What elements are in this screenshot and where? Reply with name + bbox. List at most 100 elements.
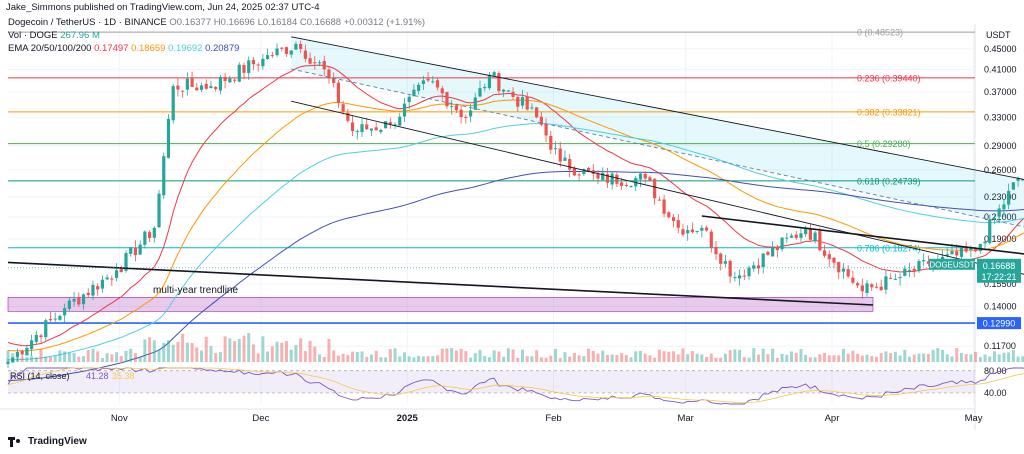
candle-body <box>199 85 204 90</box>
volume-bar <box>577 355 581 362</box>
volume-bar <box>719 357 723 362</box>
candle-body <box>747 267 751 277</box>
candle-body <box>563 157 567 161</box>
volume-bar <box>1016 356 1020 362</box>
volume-bar <box>634 351 638 362</box>
candle-body <box>468 110 473 117</box>
volume-bar <box>941 349 945 362</box>
candle-body <box>393 124 397 126</box>
candle-body <box>459 109 463 118</box>
volume-bar <box>964 354 968 362</box>
volume-bar <box>601 350 605 362</box>
volume-bar <box>53 355 57 362</box>
symbol-title[interactable]: Dogecoin / TetherUS · 1D · BINANCE <box>8 17 167 28</box>
volume-bar <box>313 346 317 362</box>
candle-body <box>91 284 95 296</box>
volume-bar <box>893 351 897 362</box>
candle-body <box>506 90 510 92</box>
volume-bar <box>105 353 109 362</box>
candle-body <box>837 262 841 273</box>
candle-body <box>577 174 581 176</box>
candle-body <box>752 265 756 269</box>
candle-body <box>77 297 81 305</box>
volume-bar <box>931 349 935 362</box>
volume-bar <box>237 338 241 362</box>
candle-body <box>516 96 520 107</box>
volume-bar <box>322 356 326 362</box>
volume-bar <box>572 353 576 362</box>
volume-bar <box>275 341 279 362</box>
candle-body <box>299 43 303 49</box>
candle-body <box>15 351 20 357</box>
candle-body <box>643 173 647 179</box>
candle-body <box>1021 179 1024 181</box>
volume-bar <box>1007 352 1011 362</box>
volume-bar <box>511 349 515 362</box>
volume-bar <box>922 353 926 362</box>
volume-bar <box>100 357 104 362</box>
candle-body <box>256 64 260 66</box>
volume-bar <box>91 348 95 362</box>
volume-bar <box>747 357 751 362</box>
candle-body <box>365 124 369 130</box>
volume-bar <box>398 356 402 362</box>
candle-body <box>440 88 444 94</box>
candle-body <box>388 122 392 125</box>
candle-body <box>294 43 298 50</box>
volume-bar <box>261 336 265 362</box>
volume-bar <box>185 342 189 362</box>
y-tick-label: 0.23000 <box>984 192 1017 202</box>
candle-body <box>596 174 600 179</box>
volume-bar <box>582 356 586 362</box>
volume-bar <box>129 348 133 362</box>
candle-body <box>884 276 888 290</box>
candle-body <box>723 261 728 264</box>
candle-body <box>308 58 312 64</box>
y-tick-label: 0.15500 <box>984 279 1017 289</box>
candle-body <box>950 251 954 255</box>
volume-bar <box>1021 356 1024 362</box>
x-tick-label: Mar <box>677 413 693 424</box>
candle-body <box>865 283 869 293</box>
candle-body <box>539 116 543 125</box>
volume-bar <box>620 353 624 362</box>
candle-body <box>893 278 897 280</box>
candle-body <box>346 112 350 121</box>
candle-body <box>81 294 86 305</box>
candle-body <box>681 229 685 235</box>
candle-body <box>148 232 152 238</box>
candle-body <box>133 247 138 256</box>
candle-body <box>6 361 10 365</box>
price-tag <box>977 258 1021 283</box>
candle-body <box>771 247 775 257</box>
candle-body <box>435 80 440 88</box>
candle-body <box>34 334 38 342</box>
candle-body <box>582 169 586 175</box>
volume-bar <box>478 349 482 362</box>
candle-body <box>742 275 746 277</box>
candle-body <box>520 97 525 106</box>
ema50-line <box>7 99 1024 352</box>
candle-body <box>733 277 737 279</box>
volume-bar <box>790 351 794 362</box>
x-tick-label: May <box>965 413 983 424</box>
candle-body <box>270 55 274 57</box>
candle-body <box>535 107 539 118</box>
symbol-line: Dogecoin / TetherUS · 1D · BINANCE O0.16… <box>8 17 425 29</box>
publisher-text: Jake_Simmons published on TradingView.co… <box>6 2 320 13</box>
volume-bar <box>492 350 496 362</box>
ema-legend[interactable]: EMA 20/50/100/200 0.17497 0.18659 0.1969… <box>8 43 239 55</box>
volume-bar <box>58 350 62 362</box>
volume-bar <box>624 355 628 362</box>
volume-label: Vol · DOGE <box>8 30 58 41</box>
volume-bar <box>554 348 558 362</box>
volume-bar <box>384 357 388 362</box>
volume-bar <box>77 356 81 362</box>
candle-body <box>620 182 624 186</box>
footer-brand[interactable]: TradingView <box>8 436 87 447</box>
volume-bar <box>327 338 331 362</box>
volume-bar <box>289 349 293 362</box>
volume-legend[interactable]: Vol · DOGE 267.96 M <box>8 30 100 42</box>
candle-body <box>945 254 949 256</box>
